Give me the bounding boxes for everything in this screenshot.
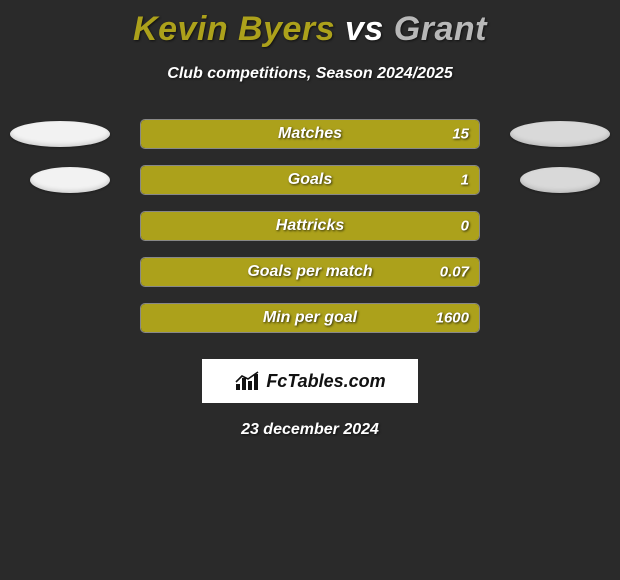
bar-chart-icon xyxy=(234,370,260,392)
stat-row: Goals per match 0.07 xyxy=(0,249,620,295)
stat-row: Hattricks 0 xyxy=(0,203,620,249)
stat-row: Matches 15 xyxy=(0,111,620,157)
stat-label: Min per goal xyxy=(263,309,357,327)
player2-name: Grant xyxy=(394,10,487,48)
stat-label: Goals per match xyxy=(247,263,372,281)
brand-text: FcTables.com xyxy=(266,371,385,392)
stat-rows: Matches 15 Goals 1 Hattricks 0 Goals per… xyxy=(0,111,620,341)
stat-value: 1600 xyxy=(436,310,469,327)
date-text: 23 december 2024 xyxy=(0,421,620,439)
player1-name: Kevin Byers xyxy=(133,10,335,48)
player1-ellipse-icon xyxy=(30,167,110,193)
stat-label: Matches xyxy=(278,125,342,143)
stat-bar: Goals per match 0.07 xyxy=(140,257,480,287)
stat-bar: Matches 15 xyxy=(140,119,480,149)
subtitle: Club competitions, Season 2024/2025 xyxy=(0,65,620,83)
player2-ellipse-icon xyxy=(520,167,600,193)
stat-value: 15 xyxy=(452,126,469,143)
brand-badge: FcTables.com xyxy=(202,359,418,403)
player2-ellipse-icon xyxy=(510,121,610,147)
stat-bar: Goals 1 xyxy=(140,165,480,195)
stat-value: 0 xyxy=(461,218,469,235)
vs-text: vs xyxy=(345,10,384,48)
stat-row: Min per goal 1600 xyxy=(0,295,620,341)
stat-value: 0.07 xyxy=(440,264,469,281)
stat-row: Goals 1 xyxy=(0,157,620,203)
stat-bar: Hattricks 0 xyxy=(140,211,480,241)
page-title: Kevin Byers vs Grant xyxy=(0,0,620,49)
stat-label: Goals xyxy=(288,171,332,189)
stat-label: Hattricks xyxy=(276,217,344,235)
stat-value: 1 xyxy=(461,172,469,189)
player1-ellipse-icon xyxy=(10,121,110,147)
stat-bar: Min per goal 1600 xyxy=(140,303,480,333)
